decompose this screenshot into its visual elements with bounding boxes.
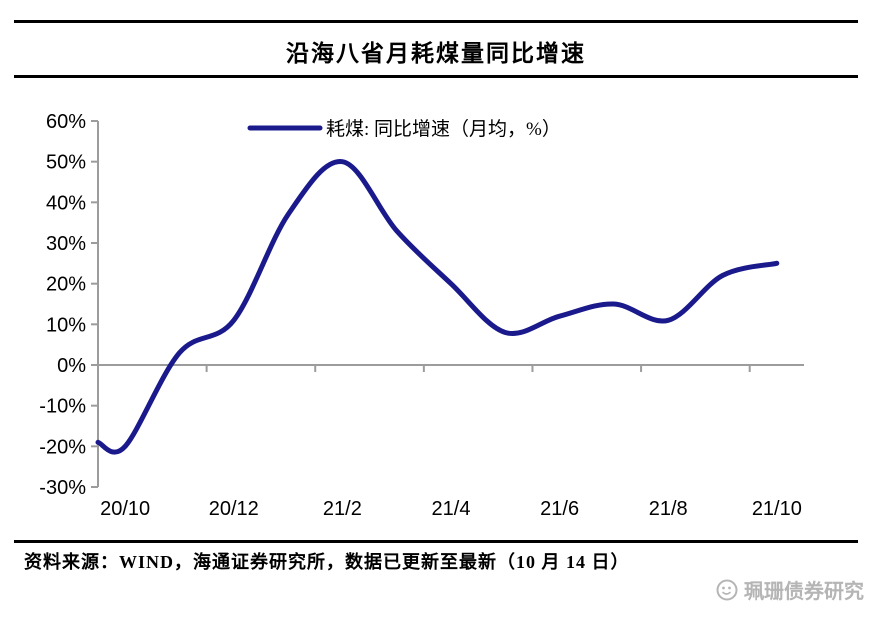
x-axis-label: 21/2 — [323, 498, 362, 520]
brand-watermark-text: 珮珊债券研究 — [744, 581, 864, 603]
x-axis-label: 20/12 — [209, 498, 259, 520]
footer-divider-rule — [14, 540, 858, 543]
coal-consumption-line-chart: 耗煤: 同比增速（月均，%） 60% 50% 40% 30% 20% 10% 0% -10% -2… — [39, 111, 804, 520]
y-axis-label: -20% — [39, 436, 86, 458]
y-axis-label: 10% — [46, 314, 86, 336]
y-axis-label: 40% — [46, 192, 86, 214]
x-axis-label: 20/10 — [100, 498, 150, 520]
brand-watermark: 珮珊债券研究 — [715, 575, 864, 604]
y-axis-label: 60% — [46, 111, 86, 133]
legend-label: 耗煤: 同比增速（月均，%） — [326, 118, 561, 140]
y-axis-label: -10% — [39, 396, 86, 418]
y-axis-label: 20% — [46, 274, 86, 296]
title-bottom-rule — [14, 75, 858, 78]
y-axis-label: 0% — [57, 355, 86, 377]
title-top-rule — [14, 20, 858, 23]
coal-consumption-line — [95, 159, 780, 455]
y-axis-label: 30% — [46, 233, 86, 255]
source-note: 资料来源：WIND，海通证券研究所，数据已更新至最新（10 月 14 日） — [24, 552, 630, 572]
x-axis-label: 21/6 — [540, 498, 579, 520]
x-axis-label: 21/4 — [432, 498, 471, 520]
x-axis-label: 21/8 — [649, 498, 688, 520]
y-axis-label: 50% — [46, 152, 86, 174]
chart-title: 沿海八省月耗煤量同比增速 — [286, 41, 586, 66]
x-axis-label: 21/10 — [752, 498, 802, 520]
y-axis-label: -30% — [39, 477, 86, 499]
face-logo-icon — [715, 578, 739, 602]
